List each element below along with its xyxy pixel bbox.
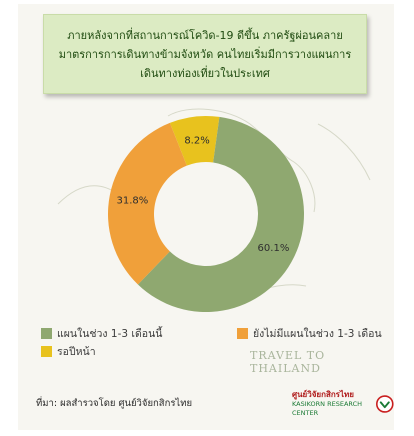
slice-value-label-0: 60.1% [258,243,290,254]
legend-item-next-year: รอปีหน้า [41,343,96,360]
donut-chart: 8.2% 60.1% 31.8% [57,108,371,312]
legend-swatch-yellow [41,346,52,357]
source-note: ที่มา: ผลสำรวจโดย ศูนย์วิจัยกสิกรไทย [36,398,193,409]
legend-item-plan-1-3-months: แผนในช่วง 1-3 เดือนนี้ [41,325,162,342]
chart-title: ภายหลังจากที่สถานการณ์โควิด-19 ดีขึ้น ภา… [43,14,367,94]
donut-slice-2 [169,115,220,166]
legend-label: รอปีหน้า [57,346,96,358]
watermark-text: TRAVEL TO THAILAND [250,349,326,375]
slice-value-label-2: 8.2% [184,136,209,147]
kasikorn-logo: ศูนย์วิจัยกสิกรไทย KASIKORN RESEARCH CEN… [292,390,394,418]
legend-label: ยังไม่มีแผนในช่วง 1-3 เดือน [253,328,382,340]
donut-slice-1 [107,122,187,285]
legend-label: แผนในช่วง 1-3 เดือนนี้ [57,328,163,340]
logo-text: ศูนย์วิจัยกสิกรไทย KASIKORN RESEARCH CEN… [292,390,370,418]
slice-value-label-1: 31.8% [117,195,149,206]
legend-swatch-green [41,328,52,339]
title-line-3: เดินทางท่องเที่ยวในประเทศ [140,66,270,80]
legend-item-no-plan: ยังไม่มีแผนในช่วง 1-3 เดือน [237,325,382,342]
logo-line-1: ศูนย์วิจัยกสิกรไทย [292,390,354,399]
title-line-1: ภายหลังจากที่สถานการณ์โควิด-19 ดีขึ้น ภา… [67,28,343,42]
donut-slice-0 [137,116,304,312]
legend-swatch-orange [237,328,248,339]
title-line-2: มาตรการการเดินทางข้ามจังหวัด คนไทยเริ่มม… [58,47,352,61]
logo-line-2: KASIKORN RESEARCH CENTER [292,400,363,417]
infographic-card: ภายหลังจากที่สถานการณ์โควิด-19 ดีขึ้น ภา… [18,4,394,430]
kasikorn-logo-icon [376,395,394,413]
